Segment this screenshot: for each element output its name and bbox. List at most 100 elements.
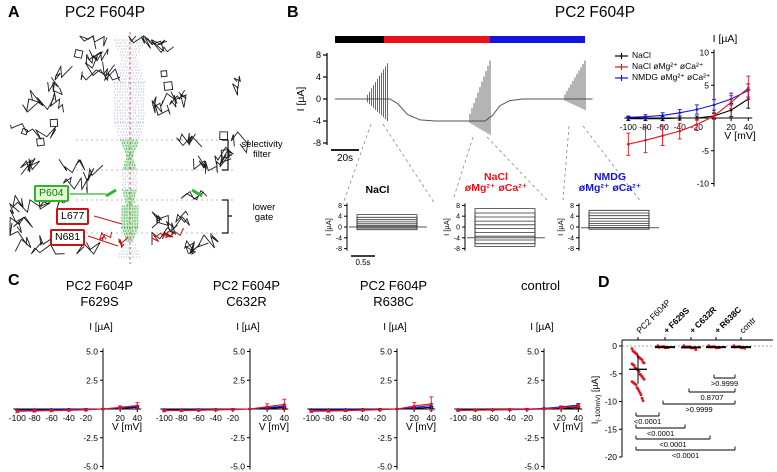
svg-text:5.0: 5.0 (380, 347, 392, 357)
svg-text:-5.0: -5.0 (230, 462, 245, 472)
c-plot-f629s-title-line2: F629S (80, 294, 119, 310)
svg-text:I [µA]: I [µA] (295, 87, 307, 112)
iv-f629s-svg: -100 -80 -60 -40 -20 20 40 5.0 2.5 -2.5 -5.0 I [µA]… (9, 322, 143, 472)
svg-text:-20: -20 (521, 413, 534, 423)
svg-text:5.0: 5.0 (527, 347, 539, 357)
protein-structure-svg (9, 32, 249, 264)
svg-text:40: 40 (427, 413, 437, 423)
legend-marker-icon (615, 63, 628, 70)
svg-text:-5.0: -5.0 (83, 462, 98, 472)
panel-d-label: D (598, 274, 610, 291)
svg-text:-2.5: -2.5 (524, 433, 539, 443)
svg-text:I [µA]: I [µA] (236, 322, 260, 333)
svg-text:20s: 20s (337, 153, 353, 164)
svg-text:-4: -4 (313, 116, 321, 126)
svg-text:V [mV]: V [mV] (724, 130, 756, 142)
svg-text:-60: -60 (486, 413, 499, 423)
svg-text:40: 40 (744, 122, 754, 132)
svg-text:20: 20 (726, 122, 736, 132)
svg-text:5: 5 (704, 80, 709, 90)
inset-nmdg-svg: 8 4 0 -4 -8 I [µA] (556, 203, 659, 253)
c-plot-c632r-title: PC2 F604P C632R (155, 278, 302, 314)
svg-text:contr: contr (737, 315, 758, 336)
svg-text:-2.5: -2.5 (83, 433, 98, 443)
c-plot-f629s-title: PC2 F604P F629S (8, 278, 155, 314)
svg-text:2.5: 2.5 (233, 375, 245, 385)
svg-text:-40: -40 (357, 413, 370, 423)
svg-text:40: 40 (133, 413, 143, 423)
svg-text:-80: -80 (175, 413, 188, 423)
svg-text:-8: -8 (336, 246, 342, 253)
svg-text:-60: -60 (339, 413, 352, 423)
svg-text:-40: -40 (210, 413, 223, 423)
inset-nacl-divfree-title-1: NaCl (484, 171, 508, 183)
iv-r638c-svg: -100 -80 -60 -40 -20 20 40 5.0 2.5 -2.5 -5.0 I [µA]… (303, 322, 437, 472)
svg-text:-20: -20 (374, 413, 387, 423)
legend-label: NMDG øMg²⁺ øCa²⁺ (632, 72, 711, 82)
svg-text:0: 0 (316, 94, 321, 104)
svg-text:-100: -100 (450, 413, 467, 423)
panel-d: D 0 -5 -10 -15 -20 I(-100mV) [µA] PC2 F604P + F… (588, 268, 777, 472)
condition-bar (335, 36, 585, 43)
svg-text:-80: -80 (639, 122, 652, 132)
svg-text:0: 0 (456, 225, 460, 232)
svg-text:<0.0001: <0.0001 (672, 451, 699, 460)
svg-text:V [mV]: V [mV] (112, 422, 142, 433)
svg-text:-40: -40 (63, 413, 76, 423)
svg-text:I [µA]: I [µA] (556, 218, 565, 236)
svg-text:8: 8 (570, 203, 574, 210)
svg-text:I [µA]: I [µA] (89, 322, 113, 333)
svg-text:40: 40 (574, 413, 584, 423)
condition-segment-2 (490, 36, 585, 43)
svg-text:V [mV]: V [mV] (553, 422, 583, 433)
residue-label-n681: N681 (50, 229, 86, 246)
svg-text:2.5: 2.5 (380, 375, 392, 385)
panel-a: A PC2 F604P P604 L677 N681 selectivity f… (0, 0, 292, 270)
condition-segment-0 (335, 36, 384, 43)
svg-text:20: 20 (409, 413, 419, 423)
svg-text:-4: -4 (336, 235, 342, 242)
svg-text:I [µA]: I [µA] (324, 218, 333, 236)
svg-text:-2.5: -2.5 (230, 433, 245, 443)
svg-text:-5: -5 (609, 369, 617, 379)
svg-text:10: 10 (700, 48, 710, 58)
svg-text:4: 4 (316, 72, 321, 82)
svg-text:I [µA]: I [µA] (383, 322, 407, 333)
panel-a-title: PC2 F604P (64, 4, 146, 21)
residue-label-p604: P604 (34, 185, 69, 202)
panel-c: C PC2 F604P F629S -100 -80 -60 -40 -20 20 40 5.… (0, 268, 600, 472)
svg-text:V [mV]: V [mV] (259, 422, 289, 433)
c-plot-f629s-title-line1: PC2 F604P (65, 278, 134, 293)
c-plot-f629s: PC2 F604P F629S -100 -80 -60 -40 -20 20 40 5.0 2… (8, 278, 155, 472)
c-plot-control-title-line1: control (520, 278, 561, 293)
c-plot-control: control -100 -80 -60 -40 -20 20 40 5.0 2.5 -2.5 -5… (449, 278, 596, 472)
svg-text:-80: -80 (469, 413, 482, 423)
iv-c632r-svg: -100 -80 -60 -40 -20 20 40 5.0 2.5 -2.5 -5.0 I [µA]… (156, 322, 289, 472)
svg-text:<0.0001: <0.0001 (634, 417, 661, 426)
svg-text:-80: -80 (28, 413, 41, 423)
svg-text:-100: -100 (156, 413, 173, 423)
iv-control-svg: -100 -80 -60 -40 -20 20 40 5.0 2.5 -2.5 -5.0 I [µA]… (450, 322, 584, 472)
svg-text:-10: -10 (697, 179, 710, 189)
svg-text:-4: -4 (454, 235, 460, 242)
inset-nmdg: NMDG øMg²⁺ øCa²⁺ (555, 172, 665, 194)
svg-text:-8: -8 (454, 246, 460, 253)
inset-nacl-divfree-svg: 8 4 0 -4 -8 I [µA] (442, 203, 545, 253)
inset-nacl: NaCl (325, 185, 430, 196)
svg-text:-10: -10 (605, 397, 618, 407)
svg-text:-5.0: -5.0 (524, 462, 539, 472)
svg-text:I [µA]: I [µA] (713, 33, 738, 45)
region-label-selectivity-filter: selectivity filter (241, 139, 283, 161)
legend-marker-icon (615, 74, 628, 81)
svg-text:I [µA]: I [µA] (442, 218, 451, 236)
svg-text:-100: -100 (9, 413, 26, 423)
c-plot-c632r-title-line2: C632R (226, 294, 267, 310)
condition-segment-1 (383, 36, 490, 43)
svg-text:20: 20 (115, 413, 125, 423)
inset-nacl-title: NaCl (365, 184, 390, 196)
inset-nacl-divfree-title-2: øMg²⁺ øCa²⁺ (464, 182, 528, 194)
c-plot-r638c-title-line2: R638C (373, 294, 414, 310)
svg-text:0.5s: 0.5s (355, 258, 370, 267)
svg-text:5.0: 5.0 (233, 347, 245, 357)
